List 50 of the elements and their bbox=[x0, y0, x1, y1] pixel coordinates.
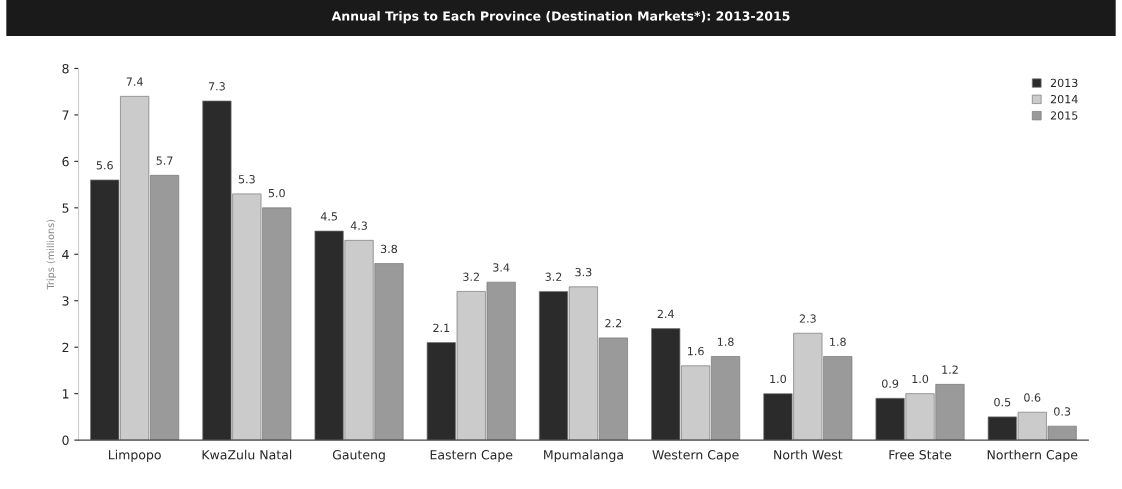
data-label: 1.0 bbox=[912, 374, 929, 384]
data-label: 0.5 bbox=[994, 397, 1011, 407]
legend-label: 2013 bbox=[1050, 78, 1078, 88]
y-tick-label: 7 bbox=[62, 110, 69, 120]
data-label: 2.2 bbox=[605, 319, 622, 328]
x-tick-label: KwaZulu Natal bbox=[202, 449, 292, 460]
x-tick-label: Limpopo bbox=[108, 449, 161, 462]
data-label: 5.0 bbox=[268, 188, 285, 198]
x-tick-label: Gauteng bbox=[332, 450, 385, 462]
data-label: 0.9 bbox=[882, 379, 899, 388]
y-tick-label: 5 bbox=[62, 203, 69, 213]
y-tick-label: 1 bbox=[62, 389, 69, 399]
y-tick-label: 8 bbox=[62, 63, 69, 74]
data-label: 4.3 bbox=[350, 221, 367, 230]
x-tick-label: North West bbox=[774, 449, 843, 460]
x-tick-label: Mpumalanga bbox=[544, 449, 623, 462]
data-label: 5.6 bbox=[96, 161, 113, 170]
y-axis-title: Trips (millions) bbox=[46, 219, 56, 290]
data-label: 1.6 bbox=[688, 346, 704, 356]
data-label: 7.4 bbox=[126, 77, 143, 86]
y-tick-label: 3 bbox=[62, 296, 69, 306]
data-label: 3.4 bbox=[493, 263, 510, 272]
data-label: 3.2 bbox=[463, 272, 479, 281]
data-label: 0.3 bbox=[1054, 407, 1071, 416]
data-label: 1.2 bbox=[942, 365, 958, 374]
y-tick-label: 0 bbox=[62, 435, 69, 446]
data-label: 1.8 bbox=[717, 337, 734, 346]
x-tick-label: Free State bbox=[889, 450, 952, 460]
x-tick-label: Eastern Cape bbox=[430, 450, 513, 462]
data-label: 2.3 bbox=[799, 314, 816, 323]
legend-label: 2014 bbox=[1050, 94, 1078, 104]
y-tick-label: 4 bbox=[62, 249, 69, 260]
x-tick-label: Northern Cape bbox=[987, 449, 1078, 462]
x-tick-label: Western Cape bbox=[652, 450, 739, 462]
y-tick-label: 2 bbox=[62, 342, 69, 352]
data-label: 1.8 bbox=[830, 337, 846, 346]
data-label: 3.2 bbox=[545, 272, 562, 281]
data-label: 2.4 bbox=[657, 309, 674, 318]
y-tick-label: 6 bbox=[62, 156, 69, 167]
data-label: 3.8 bbox=[380, 244, 398, 254]
data-label: 5.3 bbox=[238, 175, 255, 184]
data-label: 2.1 bbox=[433, 323, 450, 332]
legend-label: 2015 bbox=[1050, 111, 1078, 120]
data-label: 5.7 bbox=[156, 156, 173, 165]
data-label: 0.6 bbox=[1024, 393, 1041, 402]
data-label: 4.5 bbox=[320, 212, 337, 221]
data-label: 7.3 bbox=[209, 82, 225, 91]
data-label: 3.3 bbox=[575, 267, 592, 277]
data-label: 1.0 bbox=[770, 374, 787, 384]
chart-title: Annual Trips to Each Province (Destination Markets*): 2013-2015 bbox=[331, 11, 790, 24]
